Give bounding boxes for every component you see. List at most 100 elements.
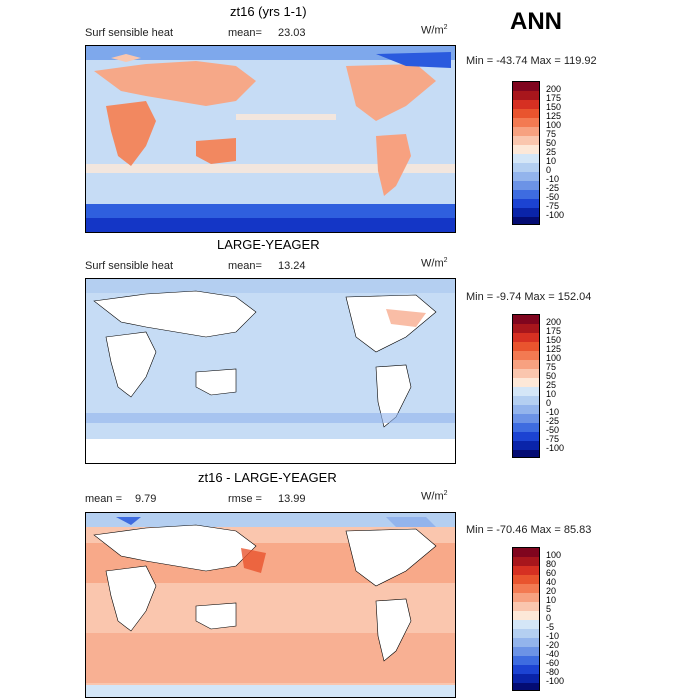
map-panel <box>85 278 456 464</box>
units-label: W/m2 <box>421 24 448 37</box>
colorbar-swatch <box>513 163 539 172</box>
colorbar-swatch <box>513 674 539 683</box>
colorbar-swatch <box>513 333 539 342</box>
colorbar-tick: 50 <box>546 371 557 381</box>
colorbar-swatch <box>513 118 539 127</box>
variable-label: Surf sensible heat <box>85 27 174 39</box>
colorbar-tick: 50 <box>546 138 557 148</box>
colorbar-swatch <box>513 566 539 575</box>
minmax-label: Min = -43.74 Max = 119.92 <box>466 55 597 67</box>
colorbar-swatch <box>513 638 539 647</box>
colorbar-labels: 100 80 60 40 20 10 5 0 -5 -10 -20 -40 -6… <box>512 547 592 697</box>
colorbar-tick: 175 <box>546 93 562 103</box>
colorbar-swatch <box>513 82 539 91</box>
colorbar-swatch <box>513 423 539 432</box>
map-panel <box>85 512 456 698</box>
colorbar-swatch <box>513 369 539 378</box>
colorbar-tick: 10 <box>546 389 557 399</box>
minmax-label: Min = -70.46 Max = 85.83 <box>466 524 592 536</box>
colorbar-swatch <box>513 351 539 360</box>
colorbar-tick: -100 <box>546 210 565 220</box>
colorbar-tick: -25 <box>546 416 560 426</box>
colorbar <box>512 314 540 458</box>
colorbar-swatch <box>513 91 539 100</box>
colorbar-tick: 100 <box>546 353 562 363</box>
colorbar-swatch <box>513 208 539 217</box>
colorbar-swatch <box>513 190 539 199</box>
map-graphic <box>86 279 455 463</box>
colorbar-swatch <box>513 629 539 638</box>
colorbar-swatch <box>513 378 539 387</box>
colorbar-swatch <box>513 217 539 224</box>
colorbar-tick: 75 <box>546 362 557 372</box>
variable-label: Surf sensible heat <box>85 260 174 272</box>
colorbar-tick: 150 <box>546 335 562 345</box>
rmse-label: rmse = <box>228 493 262 505</box>
colorbar-swatch <box>513 450 539 457</box>
colorbar-swatch <box>513 441 539 450</box>
colorbar-tick: 60 <box>546 568 557 578</box>
mean-label: mean= <box>228 27 262 39</box>
colorbar-swatch <box>513 548 539 557</box>
colorbar-swatch <box>513 315 539 324</box>
colorbar-tick: 100 <box>546 550 562 560</box>
colorbar-swatch <box>513 656 539 665</box>
colorbar-swatch <box>513 324 539 333</box>
colorbar-tick: 10 <box>546 595 557 605</box>
colorbar-tick: -100 <box>546 676 565 686</box>
colorbar-labels: 200 175 150 125 100 75 50 25 10 0 -10 -2… <box>512 81 592 231</box>
panel-title: zt16 (yrs 1-1) <box>230 4 307 19</box>
colorbar-tick: -50 <box>546 192 560 202</box>
colorbar-tick: -75 <box>546 201 560 211</box>
colorbar-swatch <box>513 620 539 629</box>
mean-value: 9.79 <box>135 493 157 505</box>
colorbar-swatch <box>513 396 539 405</box>
colorbar <box>512 547 540 691</box>
colorbar-swatch <box>513 683 539 690</box>
mean-label: mean = <box>85 493 122 505</box>
colorbar-tick: 150 <box>546 102 562 112</box>
minmax-label: Min = -9.74 Max = 152.04 <box>466 291 592 303</box>
colorbar-tick: 20 <box>546 586 557 596</box>
colorbar-swatch <box>513 647 539 656</box>
mean-value: 23.03 <box>278 27 306 39</box>
colorbar-tick: -20 <box>546 640 560 650</box>
colorbar-tick: 10 <box>546 156 557 166</box>
colorbar-swatch <box>513 602 539 611</box>
season-label: ANN <box>510 8 562 35</box>
colorbar-swatch <box>513 172 539 181</box>
colorbar-tick: -25 <box>546 183 560 193</box>
colorbar-tick: 5 <box>546 604 552 614</box>
colorbar-swatch <box>513 181 539 190</box>
colorbar-tick: -10 <box>546 174 560 184</box>
colorbar-tick: -60 <box>546 658 560 668</box>
colorbar-tick: 0 <box>546 613 552 623</box>
colorbar-tick: 25 <box>546 147 557 157</box>
panel-title: zt16 - LARGE-YEAGER <box>198 470 337 485</box>
colorbar-tick: 40 <box>546 577 557 587</box>
colorbar-swatch <box>513 145 539 154</box>
colorbar-tick: -10 <box>546 407 560 417</box>
mean-value: 13.24 <box>278 260 306 272</box>
map-panel <box>85 45 456 233</box>
panel-title: LARGE-YEAGER <box>217 237 320 252</box>
colorbar-tick: 80 <box>546 559 557 569</box>
colorbar-swatch <box>513 575 539 584</box>
map-graphic <box>86 513 455 697</box>
colorbar-swatch <box>513 100 539 109</box>
colorbar-labels: 200 175 150 125 100 75 50 25 10 0 -10 -2… <box>512 314 592 464</box>
units-label: W/m2 <box>421 490 448 503</box>
colorbar-swatch <box>513 593 539 602</box>
colorbar-tick: 25 <box>546 380 557 390</box>
colorbar-swatch <box>513 584 539 593</box>
colorbar-tick: 125 <box>546 344 562 354</box>
colorbar-swatch <box>513 387 539 396</box>
colorbar <box>512 81 540 225</box>
colorbar-swatch <box>513 360 539 369</box>
colorbar-tick: 75 <box>546 129 557 139</box>
colorbar-tick: 125 <box>546 111 562 121</box>
units-label: W/m2 <box>421 257 448 270</box>
colorbar-swatch <box>513 136 539 145</box>
colorbar-tick: 100 <box>546 120 562 130</box>
colorbar-tick: 0 <box>546 398 552 408</box>
